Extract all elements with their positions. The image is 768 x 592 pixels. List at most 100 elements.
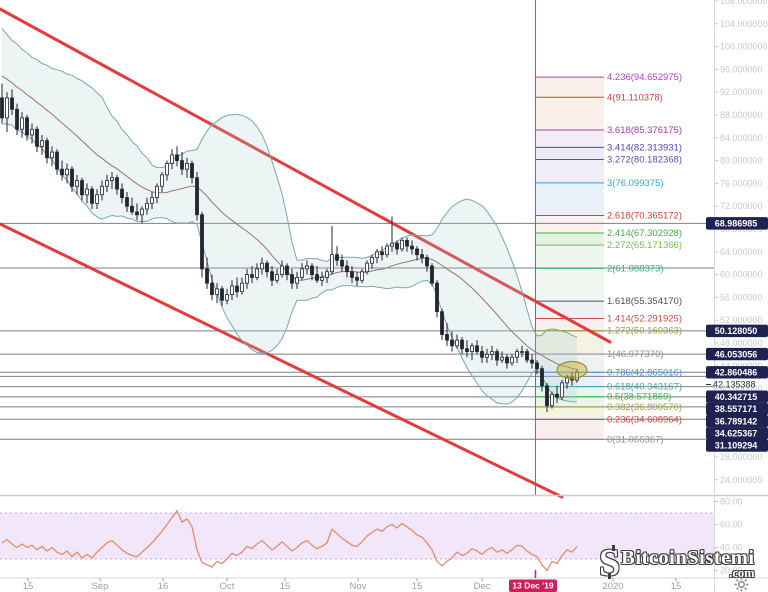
fib-level-label: 3.272(80.182368)	[607, 155, 682, 166]
price-tick-label: 76.000000	[720, 178, 763, 188]
candle-body	[440, 311, 444, 335]
fib-extension-fills-layer	[535, 77, 604, 440]
price-level-badge	[706, 366, 768, 379]
candle-body	[295, 277, 299, 284]
logo-bar-top	[612, 545, 615, 551]
highlight-ellipse-layer[interactable]	[556, 360, 588, 380]
fib-band-fill	[535, 97, 604, 130]
descending-trendline[interactable]	[0, 222, 564, 499]
candle-body	[490, 351, 494, 355]
candle-body	[385, 245, 389, 256]
time-tick-label: 15	[671, 581, 682, 592]
trendlines-layer[interactable]	[0, 7, 612, 499]
candle-body	[345, 265, 349, 273]
fib-band-fill	[535, 318, 604, 331]
time-tick-label: 15	[280, 581, 291, 592]
highlight-ellipse[interactable]	[556, 360, 588, 380]
price-level-badge	[706, 402, 768, 416]
time-axis[interactable]: 15 Sep 16 Oct 15 Nov 15 Dec 2020 15 13 Dec '19	[23, 570, 682, 592]
candle-body	[365, 262, 369, 273]
watermark-brand-text: BitcoinSistemi	[621, 547, 755, 569]
price-tick-label: 28.000000	[720, 452, 763, 462]
time-tick-label: Oct	[220, 581, 235, 592]
candle-body	[160, 174, 164, 187]
rsi-tick-label: 20.00	[720, 566, 743, 576]
bollinger-upper-line	[1, 27, 578, 338]
price-tick-label: 88.000000	[720, 110, 763, 120]
candle-body	[360, 271, 364, 281]
price-plain-label: 42.135388	[713, 380, 756, 390]
candle-body	[95, 194, 99, 204]
candle-body	[395, 242, 399, 250]
price-tick-label: 56.000000	[720, 292, 763, 302]
candle-body	[540, 368, 544, 387]
price-level-badge-text: 42.860486	[715, 367, 758, 377]
price-level-badge	[706, 414, 768, 428]
price-level-badge	[706, 324, 768, 338]
candle-body	[135, 211, 139, 216]
candle-body	[165, 163, 169, 176]
fib-band-fill	[535, 215, 604, 233]
candle-body	[85, 188, 89, 196]
candle-body	[335, 254, 339, 261]
candle-body	[525, 351, 529, 361]
price-axis[interactable]: 108.000000 104.000000 100.000000 96.000000 9…	[706, 0, 768, 576]
rsi-line	[1, 510, 578, 572]
fib-band-fill	[535, 268, 604, 302]
candle-body	[110, 177, 114, 181]
price-tick-label: 44.000000	[720, 361, 763, 371]
candle-body	[115, 177, 119, 190]
candle-body	[75, 180, 79, 187]
time-tick-label: 2020	[602, 581, 623, 592]
price-tick-label: 72.000000	[720, 201, 763, 211]
candle-body	[230, 285, 234, 295]
candle-body	[175, 154, 179, 161]
price-tick-label: 96.000000	[720, 64, 763, 74]
rsi-indicator-pane	[0, 510, 715, 572]
time-tick-label: 15	[412, 581, 423, 592]
candle-body	[465, 348, 469, 352]
fib-band-fill	[535, 245, 604, 269]
candle-body	[550, 393, 554, 407]
candle-body	[290, 274, 294, 284]
rsi-band-fill	[0, 513, 715, 559]
price-level-badge-text: 68.986985	[715, 219, 758, 229]
fib-level-label: 2(61.088373)	[607, 263, 664, 274]
fib-band-fill	[535, 419, 604, 440]
settings-gear-icon[interactable]	[734, 577, 749, 592]
candle-body	[185, 163, 189, 170]
price-tick-label: 64.000000	[720, 247, 763, 257]
candle-body	[375, 251, 379, 258]
candle-body	[65, 168, 69, 176]
candle-body	[10, 97, 14, 110]
fib-labels-layer: 4.236(94.652975) 4(91.110378) 3.618(85.376…	[607, 72, 682, 445]
descending-trendline[interactable]	[0, 7, 612, 344]
candle-body	[170, 154, 174, 164]
candle-body	[55, 151, 59, 170]
fib-band-fill	[535, 182, 604, 216]
candle-body	[265, 262, 269, 273]
candle-body	[530, 359, 534, 364]
price-tick-label: 48.000000	[720, 338, 763, 348]
candle-body	[15, 108, 19, 130]
time-tick-label: Sep	[92, 581, 109, 592]
logo-bar-bottom	[608, 573, 611, 579]
bollinger-lower-line	[1, 123, 578, 405]
candle-body	[315, 274, 319, 281]
candle-body	[255, 268, 259, 278]
fib-level-label: 2.272(65.171366)	[607, 240, 682, 251]
fib-band-fill	[535, 406, 604, 420]
candle-body	[100, 185, 104, 196]
candle-body	[380, 251, 384, 256]
time-tick-label: Dec	[474, 581, 491, 592]
candle-body	[190, 163, 194, 179]
candle-body	[455, 339, 459, 347]
candle-body	[130, 205, 134, 213]
candle-body	[390, 242, 394, 247]
candle-body	[355, 277, 359, 281]
candle-body	[480, 351, 484, 358]
candle-body	[0, 97, 4, 119]
candle-body	[485, 353, 489, 358]
